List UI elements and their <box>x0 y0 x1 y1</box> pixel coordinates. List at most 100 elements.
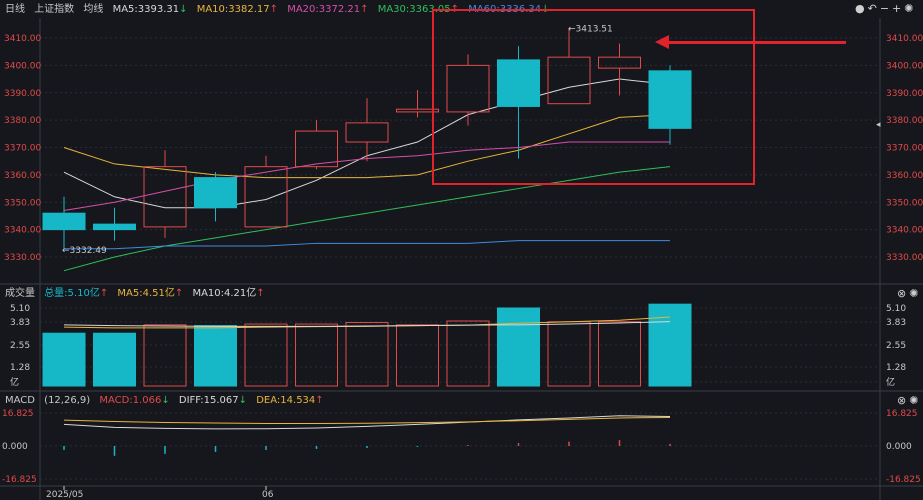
eye-icon[interactable]: ● <box>855 2 868 15</box>
diff-line <box>63 415 671 430</box>
candle-body <box>93 223 136 231</box>
candle-body <box>194 177 237 209</box>
volume-tick-right: 亿 <box>886 376 895 388</box>
diff-value: DIFF:15.067 <box>178 395 239 406</box>
volume-header: 成交量 总量:5.10亿↑ MA5:4.51亿↑ MA10:4.21亿↑ <box>0 286 923 302</box>
ma5-arrow: ↓ <box>179 4 188 15</box>
undo-icon[interactable]: ↶ <box>867 2 880 15</box>
price-tick-right: 3360.00 <box>886 171 923 181</box>
price-tick-left: 3330.00 <box>4 253 41 263</box>
ma-label[interactable]: 均线 <box>83 4 104 15</box>
volume-bar <box>42 332 86 387</box>
volume-bar <box>598 321 641 387</box>
volume-controls: ⊗✺ <box>897 287 921 300</box>
volume-ma5: MA5:4.51亿 <box>117 288 175 299</box>
annotation-arrow-head <box>655 35 669 49</box>
macd-header: MACD (12,26,9) MACD:1.066↓ DIFF:15.067↓ … <box>0 393 923 409</box>
volume-ma-line-ma5 <box>63 316 671 329</box>
dea-arrow: ↑ <box>315 395 324 406</box>
volume-ma10: MA10:4.21亿 <box>192 288 257 299</box>
volume-tick-left: 3.83 <box>10 318 30 328</box>
candle-body <box>295 130 338 168</box>
macd-tick-left: -16.825 <box>2 475 37 485</box>
close-icon[interactable]: ⊗ <box>897 394 910 407</box>
volume-tick-left: 亿 <box>10 376 19 388</box>
volume-bar <box>446 320 490 387</box>
volume-tick-left: 2.55 <box>10 341 30 351</box>
candle-body <box>345 122 389 143</box>
volume-bar <box>295 323 338 387</box>
price-tick-right: 3350.00 <box>886 198 923 208</box>
volume-tick-right: 3.83 <box>886 318 906 328</box>
price-tick-left: 3360.00 <box>4 171 41 181</box>
macd-params: (12,26,9) <box>44 395 91 406</box>
volume-bar <box>143 324 187 387</box>
volume-bar <box>244 323 288 387</box>
volume-bar <box>345 322 389 387</box>
highlight-box <box>432 9 755 185</box>
volume-tick-left: 5.10 <box>10 304 30 314</box>
price-tick-right: 3340.00 <box>886 226 923 236</box>
price-tick-left: 3400.00 <box>4 61 41 71</box>
volume-ma-line-ma10 <box>63 321 671 327</box>
price-tick-left: 3410.00 <box>4 34 41 44</box>
ma20-arrow: ↑ <box>360 4 369 15</box>
annotation-arrow <box>668 41 846 44</box>
price-tick-left: 3380.00 <box>4 116 41 126</box>
volume-total: 总量:5.10亿 <box>44 288 100 299</box>
chart-controls: ●↶−+✺ <box>855 2 916 15</box>
price-tick-left: 3340.00 <box>4 226 41 236</box>
volume-tick-right: 1.28 <box>886 363 906 373</box>
macd-tick-left: 16.825 <box>2 409 34 419</box>
ma-line-ma60 <box>64 240 670 250</box>
macd-tick-left: 0.000 <box>2 442 28 452</box>
macd-title[interactable]: MACD <box>5 395 35 406</box>
volume-bar <box>497 307 540 387</box>
price-tick-right: 3380.00 <box>886 116 923 126</box>
diff-arrow: ↓ <box>238 395 248 406</box>
ma30-value: MA30:3363.05 <box>377 4 451 15</box>
index-name: 上证指数 <box>34 4 75 15</box>
volume-title[interactable]: 成交量 <box>5 288 35 299</box>
ma5-value: MA5:3393.31 <box>112 4 180 15</box>
candle-body <box>143 166 187 228</box>
volume-bar <box>194 325 237 387</box>
volume-bar <box>547 321 591 387</box>
volume-bar <box>93 332 136 387</box>
macd-controls: ⊗✺ <box>897 394 921 407</box>
volume-ma10-arrow: ↑ <box>256 288 265 299</box>
price-tick-left: 3370.00 <box>4 144 41 154</box>
plus-icon[interactable]: + <box>892 2 905 15</box>
volume-total-arrow: ↑ <box>99 288 109 299</box>
ma10-arrow: ↑ <box>269 4 279 15</box>
dea-value: DEA:14.534 <box>256 395 316 406</box>
volume-tick-right: 5.10 <box>886 304 906 314</box>
ma20-value: MA20:3372.21 <box>287 4 361 15</box>
dea-line <box>63 416 671 424</box>
settings-icon[interactable]: ✺ <box>909 287 922 300</box>
price-tick-right: 3410.00 <box>886 34 923 44</box>
period-label[interactable]: 日线 <box>5 4 25 15</box>
price-tick-right: 3370.00 <box>886 144 923 154</box>
close-icon[interactable]: ⊗ <box>897 287 910 300</box>
ma10-value: MA10:3382.17 <box>196 4 270 15</box>
price-tick-left: 3390.00 <box>4 89 41 99</box>
minus-icon[interactable]: − <box>879 2 893 15</box>
volume-bar <box>396 324 439 387</box>
x-axis-label: 2025/05 <box>46 490 83 500</box>
price-cursor-marker: ◂ <box>876 120 881 130</box>
low-annotation: ←3332.49 <box>62 246 107 256</box>
settings-icon[interactable]: ✺ <box>909 394 922 407</box>
price-tick-right: 3400.00 <box>886 61 923 71</box>
macd-tick-right: 16.825 <box>886 409 918 419</box>
volume-tick-right: 2.55 <box>886 341 906 351</box>
volume-tick-left: 1.28 <box>10 363 30 373</box>
volume-bar <box>648 303 692 387</box>
price-tick-right: 3330.00 <box>886 253 923 263</box>
x-axis-label: 06 <box>262 490 274 500</box>
macd-tick-right: 0.000 <box>886 442 912 452</box>
candle-body <box>244 166 288 228</box>
macd-tick-right: -16.825 <box>886 475 921 485</box>
candle-body <box>42 212 86 231</box>
settings-icon[interactable]: ✺ <box>904 2 917 15</box>
